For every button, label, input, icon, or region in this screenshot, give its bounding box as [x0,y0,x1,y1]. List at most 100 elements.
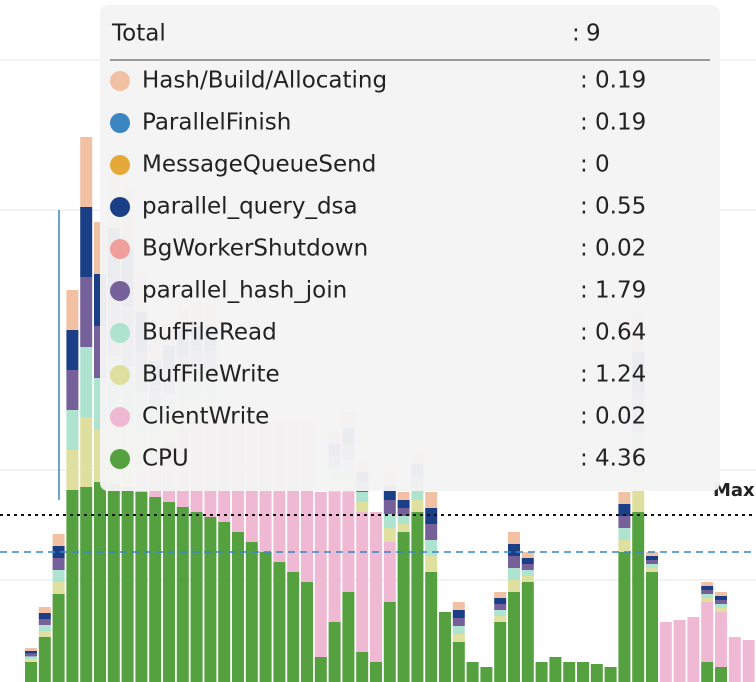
bar-segment [25,662,37,682]
bar-segment [715,596,727,600]
bar-segment [425,508,438,524]
max-label: Max [713,480,755,501]
bar-segment [356,652,369,682]
item-value: 0.02 [595,236,646,262]
bar-segment [149,497,162,682]
legend-dot [110,449,130,469]
bar-segment [715,608,727,612]
bar-segment [135,492,148,682]
bar-segment [176,507,189,682]
bar-segment [439,612,451,682]
bar-segment [701,602,714,662]
bar-segment [452,610,465,618]
legend-dot [110,239,130,259]
tooltip-box [100,5,720,491]
item-label: parallel_hash_join [142,278,347,304]
bar-segment [452,618,465,626]
bar-segment [494,610,507,616]
bar-segment [287,572,300,682]
bar-segment [577,662,589,682]
bar-segment [204,517,217,682]
bar-segment [80,347,93,417]
bar-segment [687,617,700,682]
bar-segment [563,662,576,682]
bar-segment [52,570,65,582]
item-label: Hash/Build/Allocating [142,68,387,94]
tooltip: Total : 9 Hash/Build/Allocating:0.19Para… [100,5,720,491]
bar-segment [52,558,65,570]
item-separator: : [580,404,588,430]
bar-segment [701,594,714,598]
bar-segment [314,492,327,657]
bar-segment [383,514,396,528]
bar-segment [701,598,714,602]
bar-segment [218,522,231,682]
bar-segment [632,512,645,682]
item-label: ParallelFinish [142,110,291,136]
item-value: 1.79 [595,278,646,304]
item-value: 0 [595,152,610,178]
bar-segment [38,613,51,619]
bar-segment [659,622,672,682]
bar-segment [273,562,286,682]
bar-segment [80,417,93,487]
bar-segment [452,626,465,634]
bar-segment [66,290,79,330]
bar-segment [604,667,617,682]
item-value: 1.24 [595,362,646,388]
bar-segment [38,619,51,625]
bar-segment [356,492,369,502]
item-label: CPU [142,446,189,472]
bar-segment [80,487,93,682]
bar-segment [370,512,382,662]
bar-segment [521,558,534,564]
bar-segment [521,576,534,582]
bar-segment [342,592,355,682]
bar-segment [549,657,562,682]
legend-dot [110,113,130,133]
bar-segment [259,552,272,682]
item-label: BufFileWrite [142,362,280,388]
bar-segment [715,667,727,682]
bar-segment [107,484,120,682]
item-separator: : [580,194,588,220]
item-separator: : [580,236,588,262]
total-value: 9 [586,21,601,47]
bar-segment [701,582,714,586]
bar-segment [397,532,410,682]
item-label: parallel_query_dsa [142,194,358,220]
item-value: 0.55 [595,194,646,220]
item-separator: : [580,446,588,472]
bar-segment [163,502,175,682]
bar-segment [80,137,93,207]
item-value: 0.19 [595,68,646,94]
bar-segment [646,556,658,560]
bar-segment [425,540,438,556]
bar-segment [94,482,106,682]
bar-segment [521,564,534,570]
item-value: 4.36 [595,446,646,472]
legend-dot [110,323,130,343]
bar-segment [397,492,410,500]
bar-segment [66,370,79,410]
bar-segment [356,502,369,512]
bar-segment [356,512,369,652]
bar-segment [25,648,37,651]
bar-segment [715,592,727,596]
bar-segment [494,616,507,622]
bar-segment [425,572,438,682]
item-label: BgWorkerShutdown [142,236,368,262]
item-value: 0.64 [595,320,646,346]
item-separator: : [580,110,588,136]
bar-segment [425,492,438,508]
bar-segment [618,492,631,504]
bar-segment [66,330,79,370]
legend-dot [110,407,130,427]
bar-segment [66,410,79,450]
bar-segment [190,512,203,682]
legend-dot [110,197,130,217]
total-separator: : [572,21,580,47]
bar-segment [673,620,686,682]
bar-segment [535,662,548,682]
